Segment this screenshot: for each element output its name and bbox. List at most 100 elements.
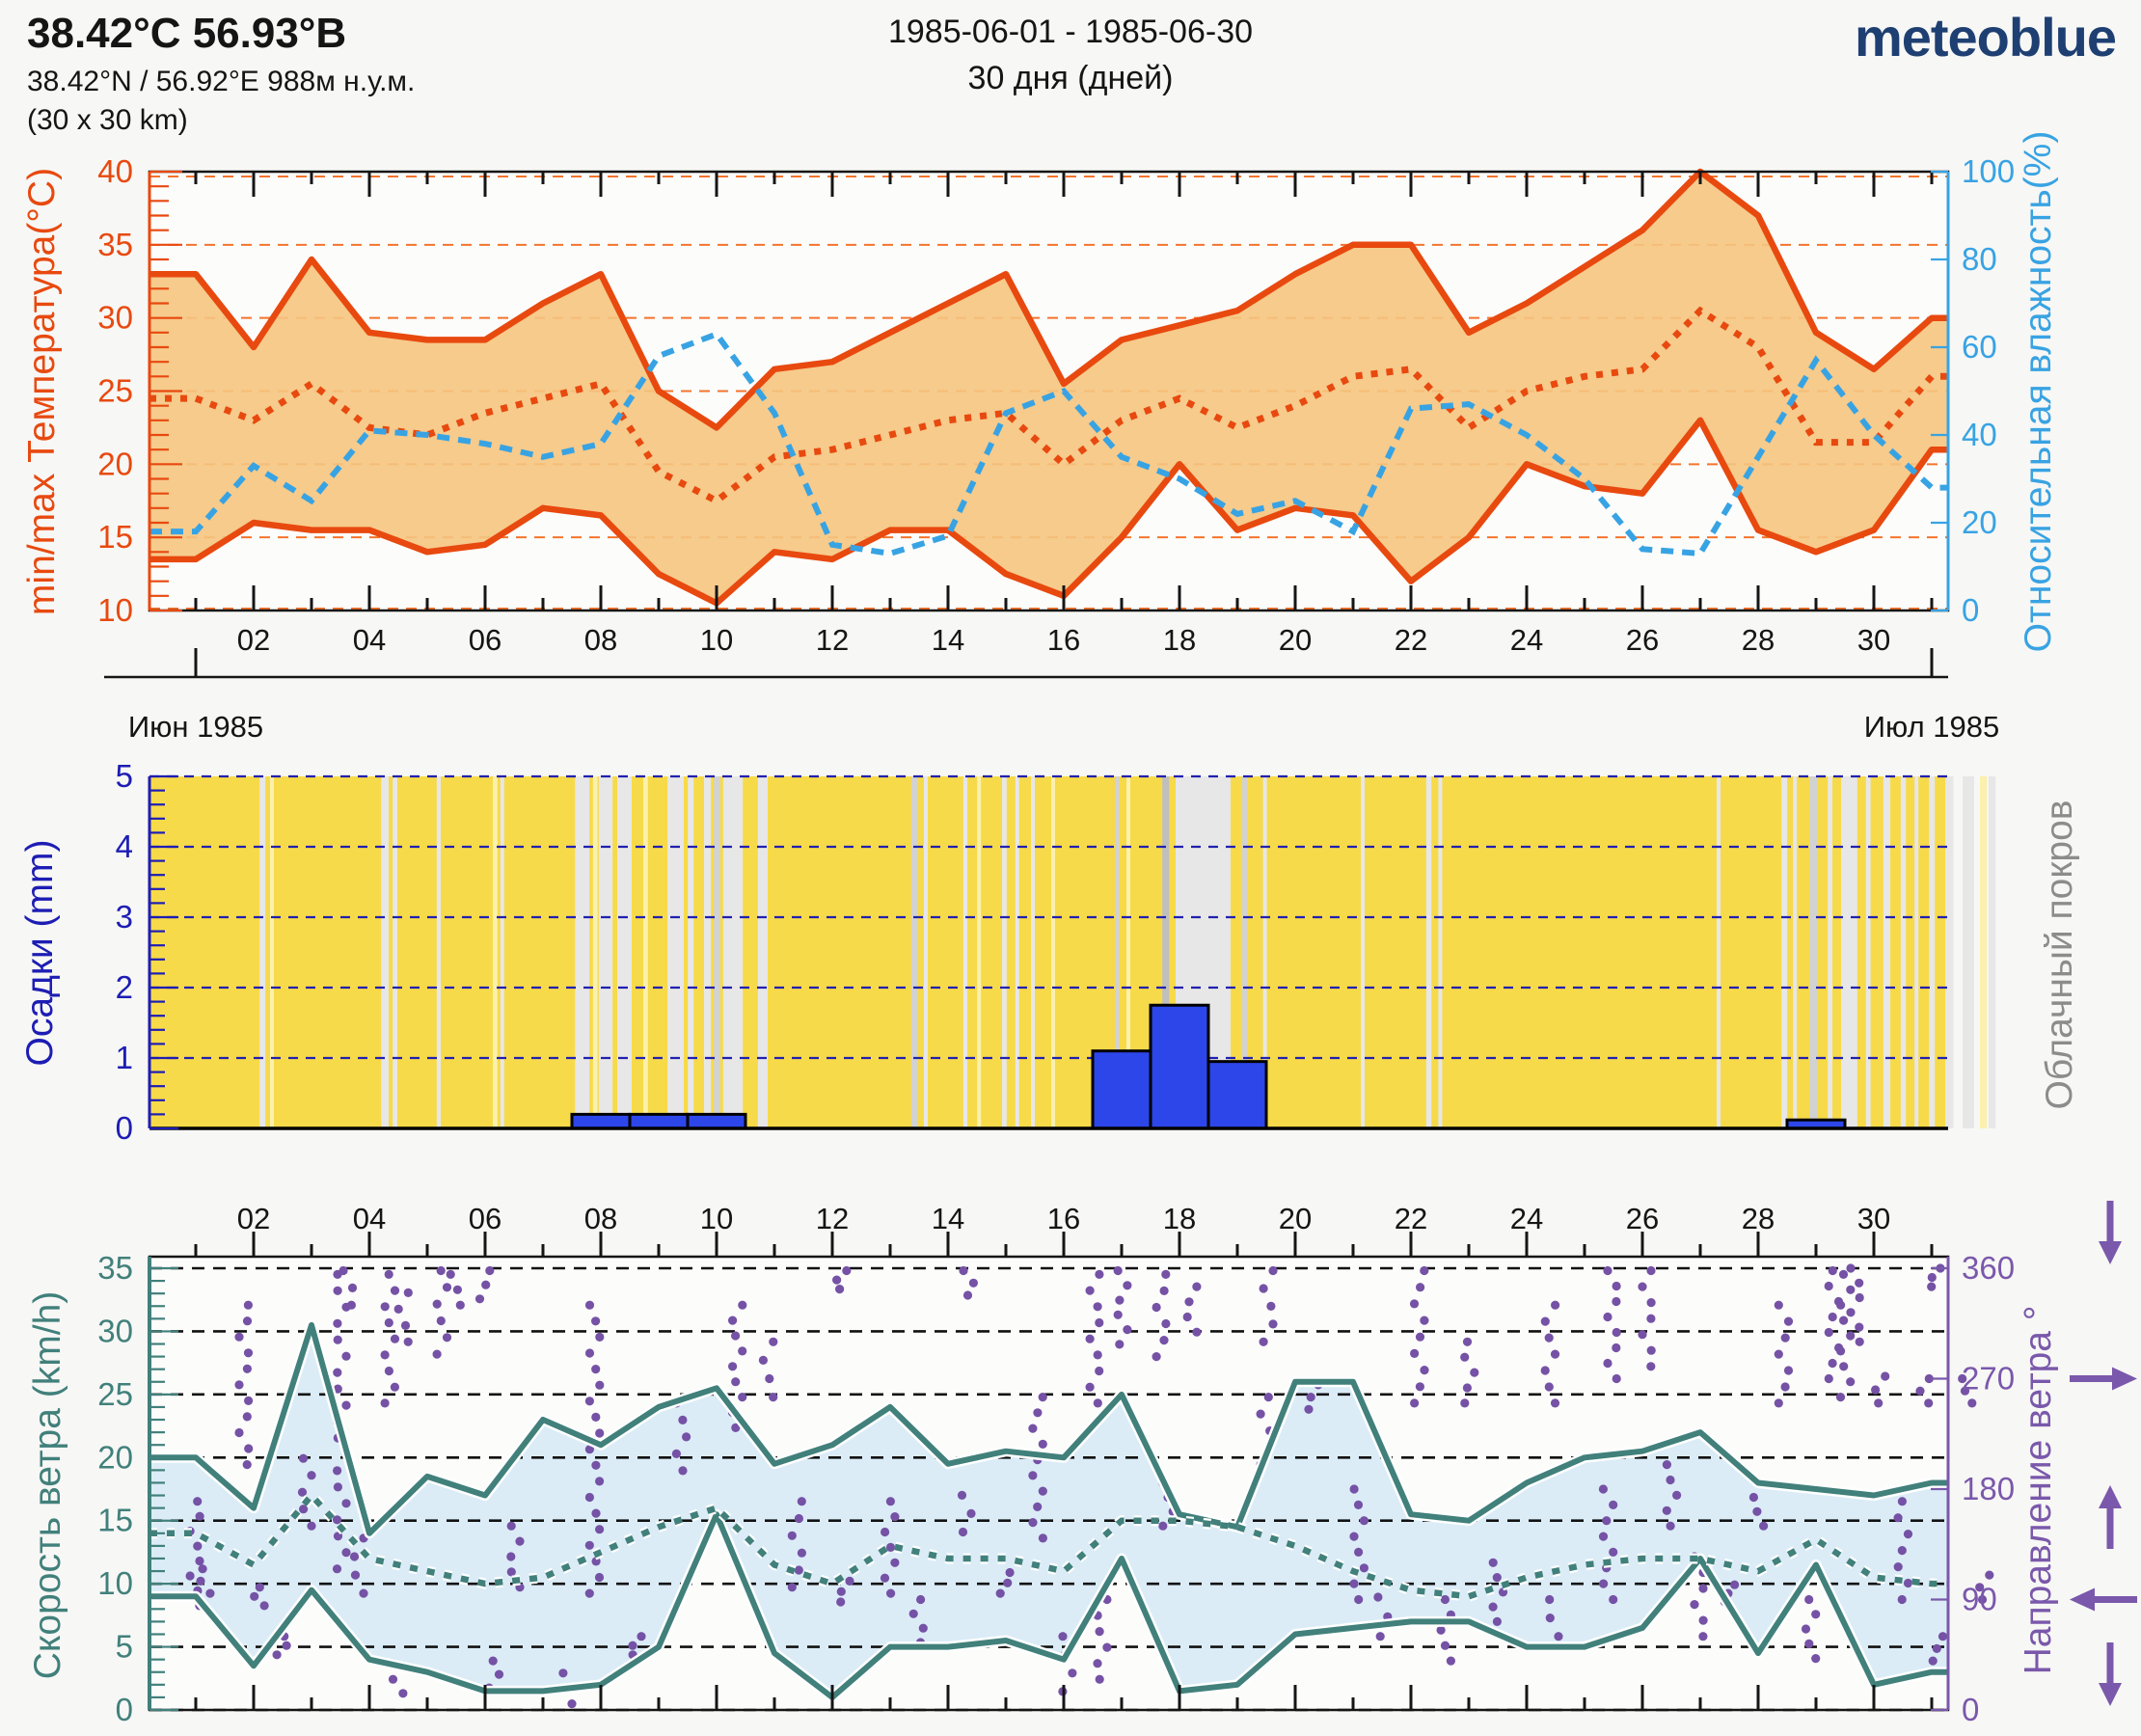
wind-direction-dot bbox=[1839, 1362, 1849, 1371]
wind-direction-dot bbox=[1268, 1265, 1278, 1276]
wind-direction-dot bbox=[1967, 1398, 1977, 1408]
humidity-right-tick-label: 40 bbox=[1962, 417, 1997, 452]
wind-direction-dot bbox=[758, 1355, 769, 1365]
cloud-stripe bbox=[617, 776, 632, 1128]
wind-direction-dot bbox=[333, 1384, 342, 1394]
wind-direction-dot bbox=[1903, 1530, 1913, 1539]
wind-direction-dot bbox=[1359, 1516, 1369, 1526]
precip-left-tick-label: 0 bbox=[116, 1110, 133, 1146]
cloud-stripe bbox=[1900, 776, 1907, 1128]
wind-direction-dot bbox=[842, 1265, 852, 1276]
wind-left-tick-label: 15 bbox=[97, 1503, 133, 1538]
day-label-top-row: 20 bbox=[1279, 623, 1312, 657]
winddir-axis-title: Направление ветра ° bbox=[2018, 1306, 2059, 1675]
wind-direction-dot bbox=[885, 1497, 896, 1506]
wind-direction-dot bbox=[1085, 1382, 1095, 1392]
cloud-stripe bbox=[1717, 776, 1721, 1128]
wind-direction-dot bbox=[1927, 1272, 1937, 1283]
wind-direction-dot bbox=[242, 1316, 253, 1326]
wind-direction-dot bbox=[1599, 1579, 1609, 1588]
wind-direction-dot bbox=[474, 1294, 485, 1304]
wind-direction-dot bbox=[515, 1536, 525, 1546]
day-label-bottom-row: 06 bbox=[469, 1202, 501, 1235]
wind-direction-dot bbox=[1492, 1573, 1502, 1583]
wind-direction-dot bbox=[1774, 1349, 1783, 1359]
cloud-stripe bbox=[1914, 776, 1919, 1128]
wind-direction-dot bbox=[393, 1304, 403, 1314]
day-label-top-row: 16 bbox=[1047, 623, 1080, 657]
wind-direction-dot bbox=[1855, 1278, 1864, 1288]
cloud-stripe bbox=[1809, 776, 1818, 1128]
cloud-stripe bbox=[924, 776, 928, 1128]
cloud-stripe bbox=[1438, 776, 1443, 1128]
wind-direction-dot bbox=[628, 1641, 637, 1650]
wind-direction-dot bbox=[359, 1588, 368, 1598]
wind-direction-dot bbox=[1068, 1668, 1077, 1678]
cloud-axis-title: Облачный покров bbox=[2039, 800, 2080, 1110]
humidity-right-tick-label: 100 bbox=[1962, 153, 2015, 189]
meteoblue-logo: meteoblue bbox=[1854, 7, 2117, 68]
cloud-stripe bbox=[1051, 776, 1055, 1128]
day-label-top-row: 08 bbox=[584, 623, 617, 657]
wind-direction-dot bbox=[384, 1366, 393, 1376]
wind-direction-dot bbox=[1638, 1282, 1647, 1291]
wind-left-tick-label: 35 bbox=[97, 1250, 133, 1286]
wind-direction-dot bbox=[1828, 1265, 1837, 1276]
winddir-right-tick-label: 270 bbox=[1962, 1361, 2015, 1397]
wind-chart: 0 5 10 15 20 25 30 35 0 90 180 270 360 02 04 06 08 10 12 14… bbox=[97, 1201, 2137, 1727]
wind-direction-dot bbox=[1349, 1484, 1359, 1494]
wind-direction-dot bbox=[1415, 1332, 1425, 1342]
day-label-top-row: 26 bbox=[1626, 623, 1659, 657]
day-label-bottom-row: 04 bbox=[353, 1202, 386, 1235]
wind-direction-dot bbox=[1666, 1521, 1675, 1531]
wind-direction-dot bbox=[832, 1275, 842, 1285]
wind-direction-dot bbox=[297, 1487, 308, 1497]
wind-direction-dot bbox=[185, 1571, 195, 1581]
cloud-stripe bbox=[270, 776, 274, 1128]
wind-direction-dot bbox=[671, 1449, 682, 1458]
wind-direction-dot bbox=[244, 1396, 254, 1405]
wind-direction-dot bbox=[494, 1669, 504, 1679]
temperature-humidity-chart: 10 15 20 25 30 35 40 0 20 40 60 80 100 02 04 06 08 10 12 14… bbox=[97, 153, 2015, 679]
wind-direction-dot bbox=[584, 1445, 595, 1454]
day-label-bottom-row: 24 bbox=[1510, 1202, 1543, 1235]
wind-direction-dot bbox=[1349, 1532, 1359, 1541]
day-label-top-row: 10 bbox=[700, 623, 733, 657]
wind-direction-dot bbox=[738, 1346, 747, 1356]
wind-direction-dot bbox=[442, 1283, 452, 1292]
location-title: 38.42°С 56.93°В bbox=[27, 10, 347, 57]
wind-direction-dot bbox=[332, 1515, 342, 1525]
wind-direction-dot bbox=[333, 1482, 342, 1492]
wind-direction-dot bbox=[1093, 1659, 1102, 1668]
wind-direction-dot bbox=[333, 1368, 342, 1377]
location-coords: 38.42°N / 56.92°E 988м н.у.м. bbox=[27, 66, 416, 97]
wind-direction-dot bbox=[1416, 1283, 1425, 1292]
wind-direction-dot bbox=[1612, 1296, 1621, 1307]
wind-direction-dot bbox=[1375, 1632, 1385, 1641]
wind-direction-dot bbox=[769, 1337, 778, 1346]
wind-direction-dot bbox=[1960, 1386, 1970, 1396]
wind-direction-dot bbox=[1748, 1492, 1758, 1503]
wind-direction-dot bbox=[1824, 1327, 1833, 1338]
windspeed-axis-title: Скорость ветра (km/h) bbox=[27, 1291, 68, 1680]
wind-direction-dot bbox=[558, 1668, 568, 1678]
wind-direction-dot bbox=[1646, 1345, 1656, 1355]
wind-direction-dot bbox=[1158, 1521, 1168, 1531]
wind-direction-dot bbox=[341, 1351, 351, 1361]
wind-direction-dot bbox=[1666, 1475, 1675, 1485]
wind-direction-dot bbox=[1828, 1312, 1837, 1322]
wind-direction-dot bbox=[403, 1337, 413, 1346]
wind-direction-dot bbox=[333, 1466, 342, 1476]
cloud-stripe bbox=[1841, 776, 1857, 1128]
day-label-bottom-row: 12 bbox=[816, 1202, 849, 1235]
wind-direction-dot bbox=[1698, 1615, 1708, 1625]
wind-direction-dot bbox=[1545, 1614, 1555, 1623]
wind-direction-dot bbox=[918, 1623, 928, 1633]
wind-direction-dot bbox=[1462, 1383, 1472, 1393]
wind-direction-dot bbox=[1095, 1627, 1104, 1637]
wind-direction-dot bbox=[916, 1594, 926, 1605]
wind-direction-dot bbox=[1544, 1333, 1554, 1343]
wind-direction-dot bbox=[234, 1332, 244, 1342]
wind-direction-dot bbox=[595, 1380, 605, 1390]
wind-direction-dot bbox=[1488, 1602, 1498, 1612]
